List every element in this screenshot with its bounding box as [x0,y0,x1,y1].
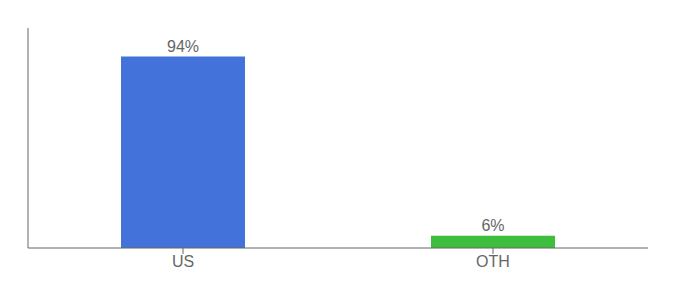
svg-text:94%: 94% [167,38,199,55]
svg-text:OTH: OTH [476,253,510,270]
svg-text:6%: 6% [481,217,504,234]
svg-text:US: US [172,253,194,270]
